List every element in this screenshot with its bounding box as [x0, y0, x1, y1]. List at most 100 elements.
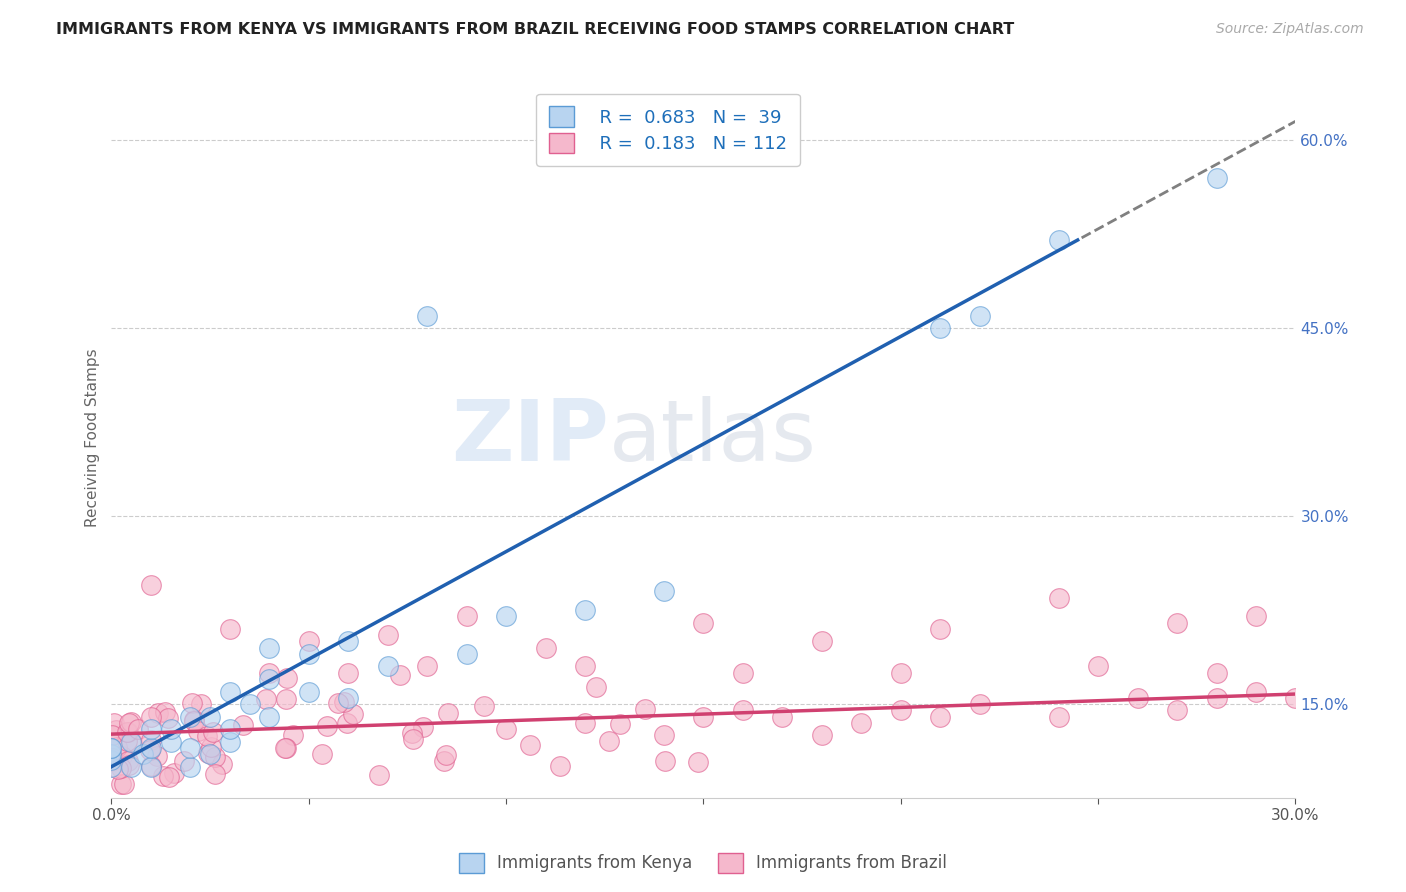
- Point: [101, 751, 124, 765]
- Point: [152, 769, 174, 783]
- Point: [337, 690, 360, 705]
- Point: [851, 715, 873, 730]
- Point: [574, 715, 596, 730]
- Point: [298, 634, 321, 648]
- Point: [332, 695, 354, 709]
- Point: [609, 717, 631, 731]
- Point: [120, 715, 142, 730]
- Point: [456, 609, 478, 624]
- Point: [326, 696, 349, 710]
- Point: [377, 628, 399, 642]
- Point: [456, 647, 478, 661]
- Point: [132, 747, 155, 762]
- Point: [519, 738, 541, 752]
- Point: [1205, 665, 1227, 680]
- Point: [377, 659, 399, 673]
- Point: [1047, 591, 1070, 605]
- Point: [204, 750, 226, 764]
- Point: [117, 724, 139, 739]
- Point: [179, 760, 201, 774]
- Point: [969, 697, 991, 711]
- Point: [141, 710, 163, 724]
- Point: [274, 741, 297, 756]
- Point: [139, 578, 162, 592]
- Point: [112, 777, 135, 791]
- Point: [218, 734, 240, 748]
- Point: [186, 723, 208, 738]
- Point: [218, 622, 240, 636]
- Point: [692, 615, 714, 630]
- Point: [367, 768, 389, 782]
- Point: [146, 749, 169, 764]
- Point: [342, 707, 364, 722]
- Point: [105, 723, 128, 737]
- Point: [534, 640, 557, 655]
- Point: [434, 747, 457, 762]
- Point: [153, 705, 176, 719]
- Point: [138, 743, 160, 757]
- Text: atlas: atlas: [609, 396, 817, 479]
- Point: [890, 703, 912, 717]
- Point: [1047, 233, 1070, 247]
- Point: [401, 725, 423, 739]
- Point: [197, 746, 219, 760]
- Point: [311, 747, 333, 761]
- Point: [692, 709, 714, 723]
- Legend: Immigrants from Kenya, Immigrants from Brazil: Immigrants from Kenya, Immigrants from B…: [453, 847, 953, 880]
- Point: [120, 734, 142, 748]
- Point: [139, 740, 162, 755]
- Point: [162, 766, 184, 780]
- Point: [259, 672, 281, 686]
- Point: [211, 756, 233, 771]
- Point: [100, 760, 122, 774]
- Point: [929, 321, 952, 335]
- Point: [120, 760, 142, 774]
- Point: [232, 718, 254, 732]
- Point: [259, 665, 281, 680]
- Point: [598, 733, 620, 747]
- Point: [688, 755, 710, 769]
- Point: [929, 709, 952, 723]
- Point: [495, 722, 517, 736]
- Point: [179, 709, 201, 723]
- Point: [298, 684, 321, 698]
- Point: [204, 767, 226, 781]
- Point: [259, 709, 281, 723]
- Point: [139, 722, 162, 736]
- Point: [115, 733, 138, 747]
- Point: [654, 754, 676, 768]
- Point: [336, 716, 359, 731]
- Point: [574, 659, 596, 673]
- Point: [200, 739, 222, 754]
- Point: [1166, 703, 1188, 717]
- Point: [107, 762, 129, 776]
- Point: [173, 754, 195, 768]
- Point: [274, 741, 297, 756]
- Point: [101, 728, 124, 742]
- Point: [195, 729, 218, 743]
- Point: [139, 760, 162, 774]
- Point: [117, 715, 139, 730]
- Point: [183, 714, 205, 728]
- Point: [652, 584, 675, 599]
- Point: [969, 309, 991, 323]
- Point: [120, 734, 142, 748]
- Point: [652, 728, 675, 742]
- Point: [1126, 690, 1149, 705]
- Point: [811, 634, 834, 648]
- Point: [127, 723, 149, 737]
- Point: [180, 696, 202, 710]
- Point: [402, 732, 425, 747]
- Point: [100, 740, 122, 755]
- Point: [731, 665, 754, 680]
- Point: [157, 770, 180, 784]
- Point: [1087, 659, 1109, 673]
- Point: [574, 603, 596, 617]
- Point: [770, 709, 793, 723]
- Point: [890, 665, 912, 680]
- Point: [433, 754, 456, 768]
- Point: [111, 748, 134, 763]
- Point: [103, 751, 125, 765]
- Point: [1205, 690, 1227, 705]
- Point: [472, 698, 495, 713]
